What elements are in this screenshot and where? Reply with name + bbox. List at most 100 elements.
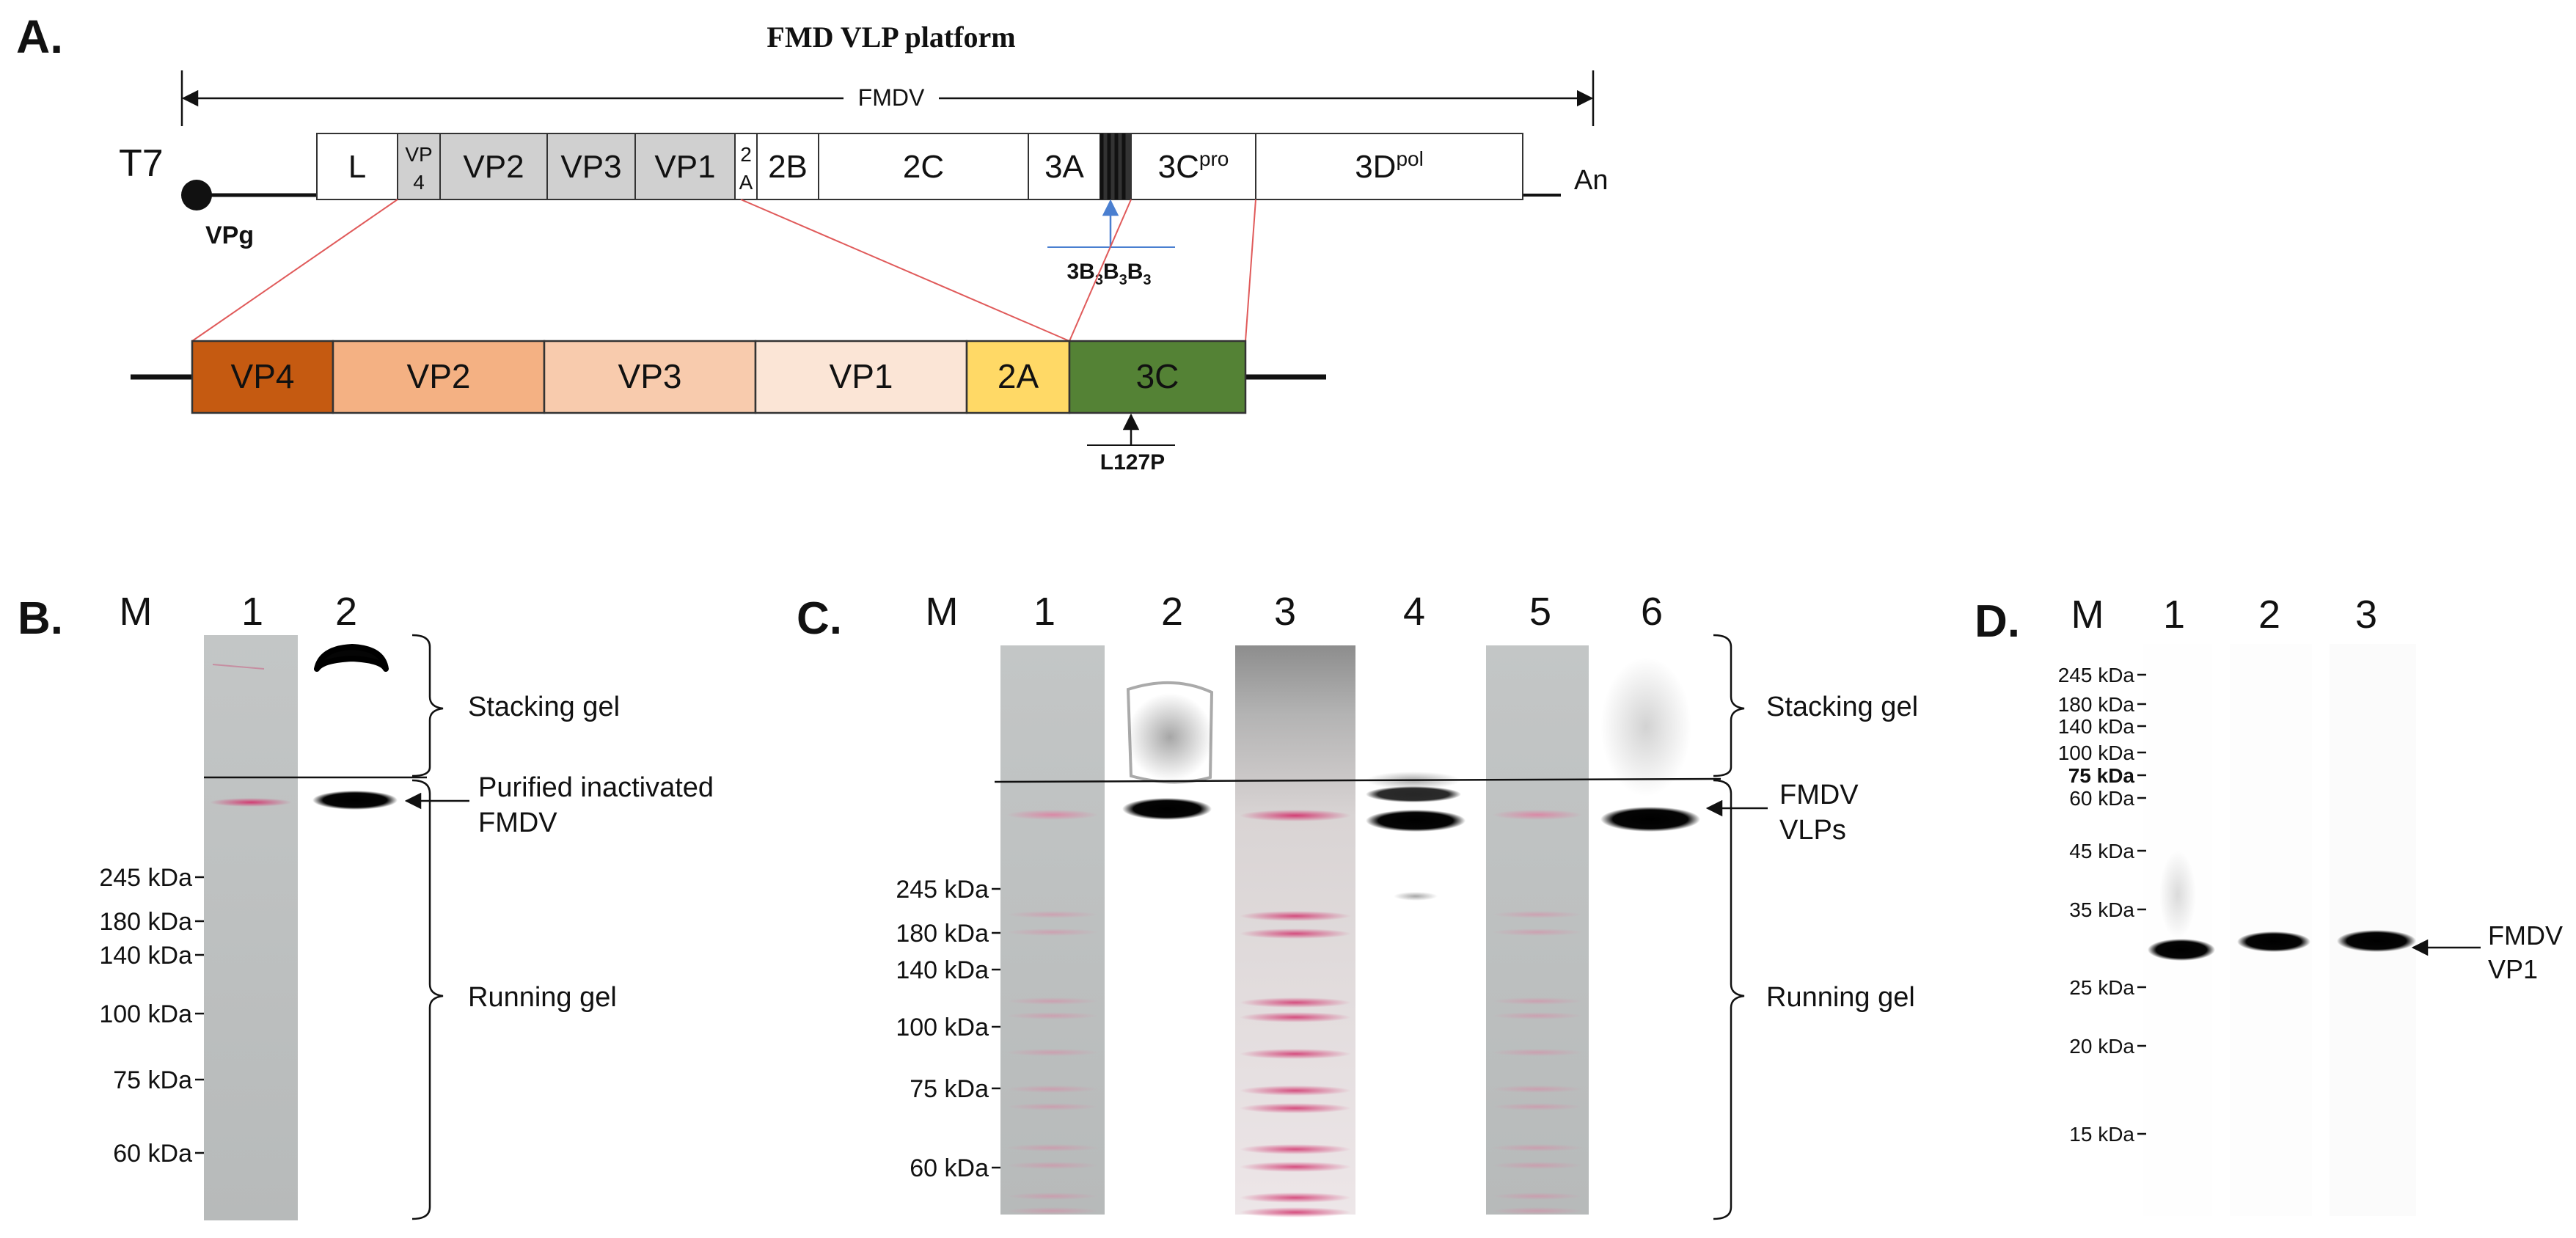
genome-segment-label: VP3 <box>560 149 621 185</box>
ponceau-band <box>1006 1085 1099 1093</box>
3b-label: 3B3B3B3 <box>1066 260 1151 288</box>
genome-segment-label: 3Cpro <box>1158 147 1229 185</box>
genome-segment-label: 3A <box>1044 149 1084 185</box>
marker-label: 75 kDa <box>2068 764 2135 787</box>
band-lane2 <box>2237 931 2310 952</box>
ponceau-band <box>1006 1193 1099 1200</box>
ponceau-band <box>1492 1049 1583 1056</box>
marker-label: 180 kDa <box>2058 693 2135 716</box>
ponceau-band <box>1492 928 1583 936</box>
running-gel-label: Running gel <box>1766 982 1915 1013</box>
genome-segment-label: VP <box>405 143 432 166</box>
genome-segment-label: VP2 <box>463 149 524 185</box>
band-label-line1: FMDV <box>2488 920 2563 951</box>
lane-label-m: M <box>120 590 153 634</box>
panel-c-label: C. <box>797 593 842 644</box>
band-lane1 <box>2148 939 2215 961</box>
marker-label: 140 kDa <box>99 942 192 970</box>
marker-label: 75 kDa <box>113 1066 192 1094</box>
ponceau-band <box>1006 1144 1099 1151</box>
marker-label: 140 kDa <box>2058 715 2135 738</box>
smear-lane1 <box>2159 851 2196 939</box>
polya-label: An <box>1574 165 1608 196</box>
ponceau-band <box>1492 997 1583 1005</box>
band-lane4-mid <box>1366 786 1461 802</box>
marker-label: 140 kDa <box>896 956 989 984</box>
lane-label-1: 1 <box>241 590 263 634</box>
ponceau-band <box>1240 1162 1351 1172</box>
ponceau-band <box>1240 997 1351 1008</box>
band-lane4-faint <box>1394 892 1438 901</box>
genome-segment-sublabel: A <box>739 171 753 194</box>
marker-label: 25 kDa <box>2069 976 2134 999</box>
fmdv-span-label: FMDV <box>858 84 925 111</box>
zoom-line-2 <box>740 199 1070 342</box>
lane-label-4: 4 <box>1403 590 1425 634</box>
genome-segment <box>818 133 1029 200</box>
panel-a: A. FMD VLP platform FMDV T7 VPg An L VP4 V… <box>16 10 1608 475</box>
mutation-label: L127P <box>1100 450 1165 475</box>
stacking-running-boundary <box>994 777 1721 783</box>
lane-label-1: 1 <box>2163 593 2185 637</box>
ponceau-band-lane1 <box>210 798 292 807</box>
lane-label-m: M <box>926 590 959 634</box>
lane-label-1: 1 <box>1033 590 1055 634</box>
band-lane3 <box>2337 930 2416 952</box>
marker-label: 100 kDa <box>2058 741 2135 764</box>
stacking-gel-label: Stacking gel <box>468 692 620 722</box>
marker-label: 245 kDa <box>896 876 989 904</box>
lane-label-2: 2 <box>335 590 357 634</box>
ponceau-band <box>1492 1193 1583 1200</box>
ponceau-band <box>1006 911 1099 918</box>
band-label-line2: VP1 <box>2488 954 2538 984</box>
marker-label: 35 kDa <box>2069 898 2134 921</box>
construct-segment-label: VP2 <box>407 357 471 395</box>
ponceau-band <box>1006 928 1099 936</box>
genome-segment-label: 3Dpol <box>1355 147 1424 185</box>
lane-label-3: 3 <box>2355 593 2377 637</box>
vpg-label: VPg <box>205 221 254 249</box>
construct-segment-label: VP4 <box>231 357 295 395</box>
band-lane6 <box>1600 807 1700 832</box>
marker-label: 60 kDa <box>2069 787 2134 810</box>
genome-segment-label: VP1 <box>654 149 715 185</box>
running-brace <box>1713 779 1745 1220</box>
band-lane2 <box>312 791 398 810</box>
genome-segment <box>1028 133 1101 200</box>
smear-lane2-fill <box>1127 693 1213 781</box>
genome-segment-label: L <box>348 149 366 185</box>
genome-segment-label: 2 <box>740 143 752 166</box>
band-label-line2: VLPs <box>1779 815 1846 846</box>
well-band-lane2 <box>314 644 389 672</box>
ponceau-band <box>1006 1012 1099 1019</box>
marker-label: 20 kDa <box>2069 1035 2134 1058</box>
blot-lane-2 <box>304 635 399 1220</box>
ponceau-band <box>1240 911 1351 921</box>
construct-segment-label: 3C <box>1136 357 1179 395</box>
genome-segment <box>1255 133 1523 200</box>
construct-segment-label: 2A <box>998 357 1039 395</box>
construct-segment <box>332 340 546 414</box>
ponceau-band <box>1240 928 1351 939</box>
ponceau-band <box>1240 1103 1351 1113</box>
panel-b: B. M 1 2 245 kDa 180 kDa 140 kDa 100 kDa 75 … <box>18 590 714 1220</box>
ponceau-band <box>1240 1207 1351 1217</box>
ponceau-band <box>1240 1193 1351 1203</box>
zoom-line-4 <box>1245 199 1256 342</box>
t7-promoter-label: T7 <box>119 142 164 185</box>
ponceau-band <box>1006 1103 1099 1110</box>
ponceau-band <box>1006 997 1099 1005</box>
marker-label: 100 kDa <box>99 1000 192 1028</box>
stacking-gel-label: Stacking gel <box>1766 692 1918 722</box>
lane-label-m: M <box>2071 593 2104 637</box>
marker-label: 75 kDa <box>910 1075 989 1103</box>
ponceau-band <box>1240 1012 1351 1022</box>
ponceau-band <box>1492 1162 1583 1169</box>
ponceau-band <box>1240 1049 1351 1059</box>
lane-label-3: 3 <box>1274 590 1296 634</box>
construct-segment <box>191 340 334 414</box>
zoom-line-3 <box>1069 199 1132 342</box>
band-label-line1: Purified inactivated <box>478 772 714 803</box>
construct-segment <box>1068 340 1247 414</box>
